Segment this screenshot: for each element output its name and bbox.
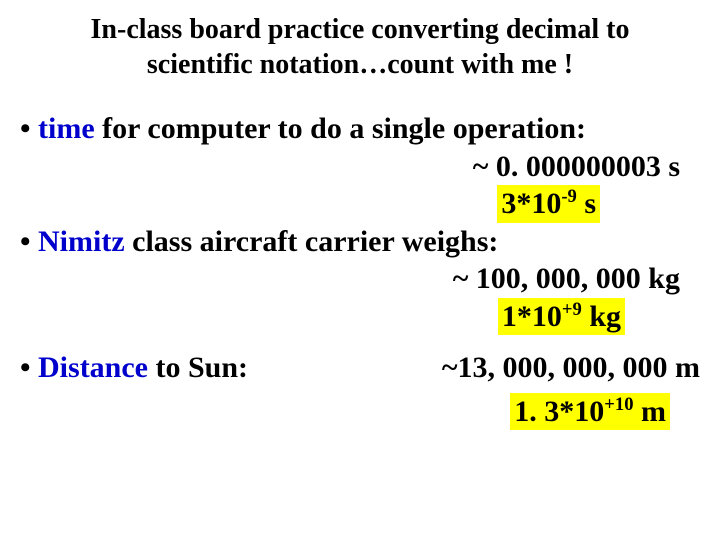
sci-base: 1*10 — [502, 300, 562, 333]
title-line-1: In-class board practice converting decim… — [91, 14, 630, 45]
bullet-list: • time for computer to do a single opera… — [20, 110, 700, 430]
sci-exp: -9 — [561, 186, 577, 207]
sci-base: 1. 3*10 — [514, 395, 604, 428]
bullet-glyph: • — [20, 225, 38, 258]
slide-title: In-class board practice converting decim… — [20, 12, 700, 82]
bullet-rest: class aircraft carrier weighs: — [125, 225, 499, 258]
scientific-value: 1. 3*10+10 m — [20, 393, 700, 431]
bullet-rest: for computer to do a single operation: — [95, 112, 586, 145]
sci-exp: +9 — [562, 299, 582, 320]
sci-base: 3*10 — [501, 187, 561, 220]
title-line-2: scientific notation…count with me ! — [147, 49, 573, 80]
sci-exp: +10 — [604, 394, 633, 415]
bullet-item: • Nimitz class aircraft carrier weighs: — [20, 223, 700, 261]
sci-highlight: 1. 3*10+10 m — [510, 393, 670, 431]
sci-unit: s — [577, 187, 596, 220]
bullet-item: • Distance to Sun: ~13, 000, 000, 000 m — [20, 349, 700, 387]
slide: In-class board practice converting decim… — [0, 0, 720, 430]
sci-unit: kg — [582, 300, 621, 333]
bullet-item: • time for computer to do a single opera… — [20, 110, 700, 148]
keyword: time — [38, 112, 95, 145]
bullet-glyph: • — [20, 112, 38, 145]
decimal-value: ~13, 000, 000, 000 m — [442, 349, 700, 387]
bullet-rest: to Sun: — [148, 351, 248, 384]
sci-highlight: 1*10+9 kg — [498, 298, 625, 336]
keyword: Distance — [38, 351, 148, 384]
decimal-value: ~ 100, 000, 000 kg — [20, 260, 700, 298]
sci-highlight: 3*10-9 s — [497, 185, 600, 223]
scientific-value: 1*10+9 kg — [20, 298, 700, 336]
decimal-value: ~ 0. 000000003 s — [20, 148, 700, 186]
bullet-left: • Distance to Sun: — [20, 349, 248, 387]
keyword: Nimitz — [38, 225, 125, 258]
bullet-glyph: • — [20, 351, 38, 384]
scientific-value: 3*10-9 s — [20, 185, 700, 223]
sci-unit: m — [634, 395, 667, 428]
